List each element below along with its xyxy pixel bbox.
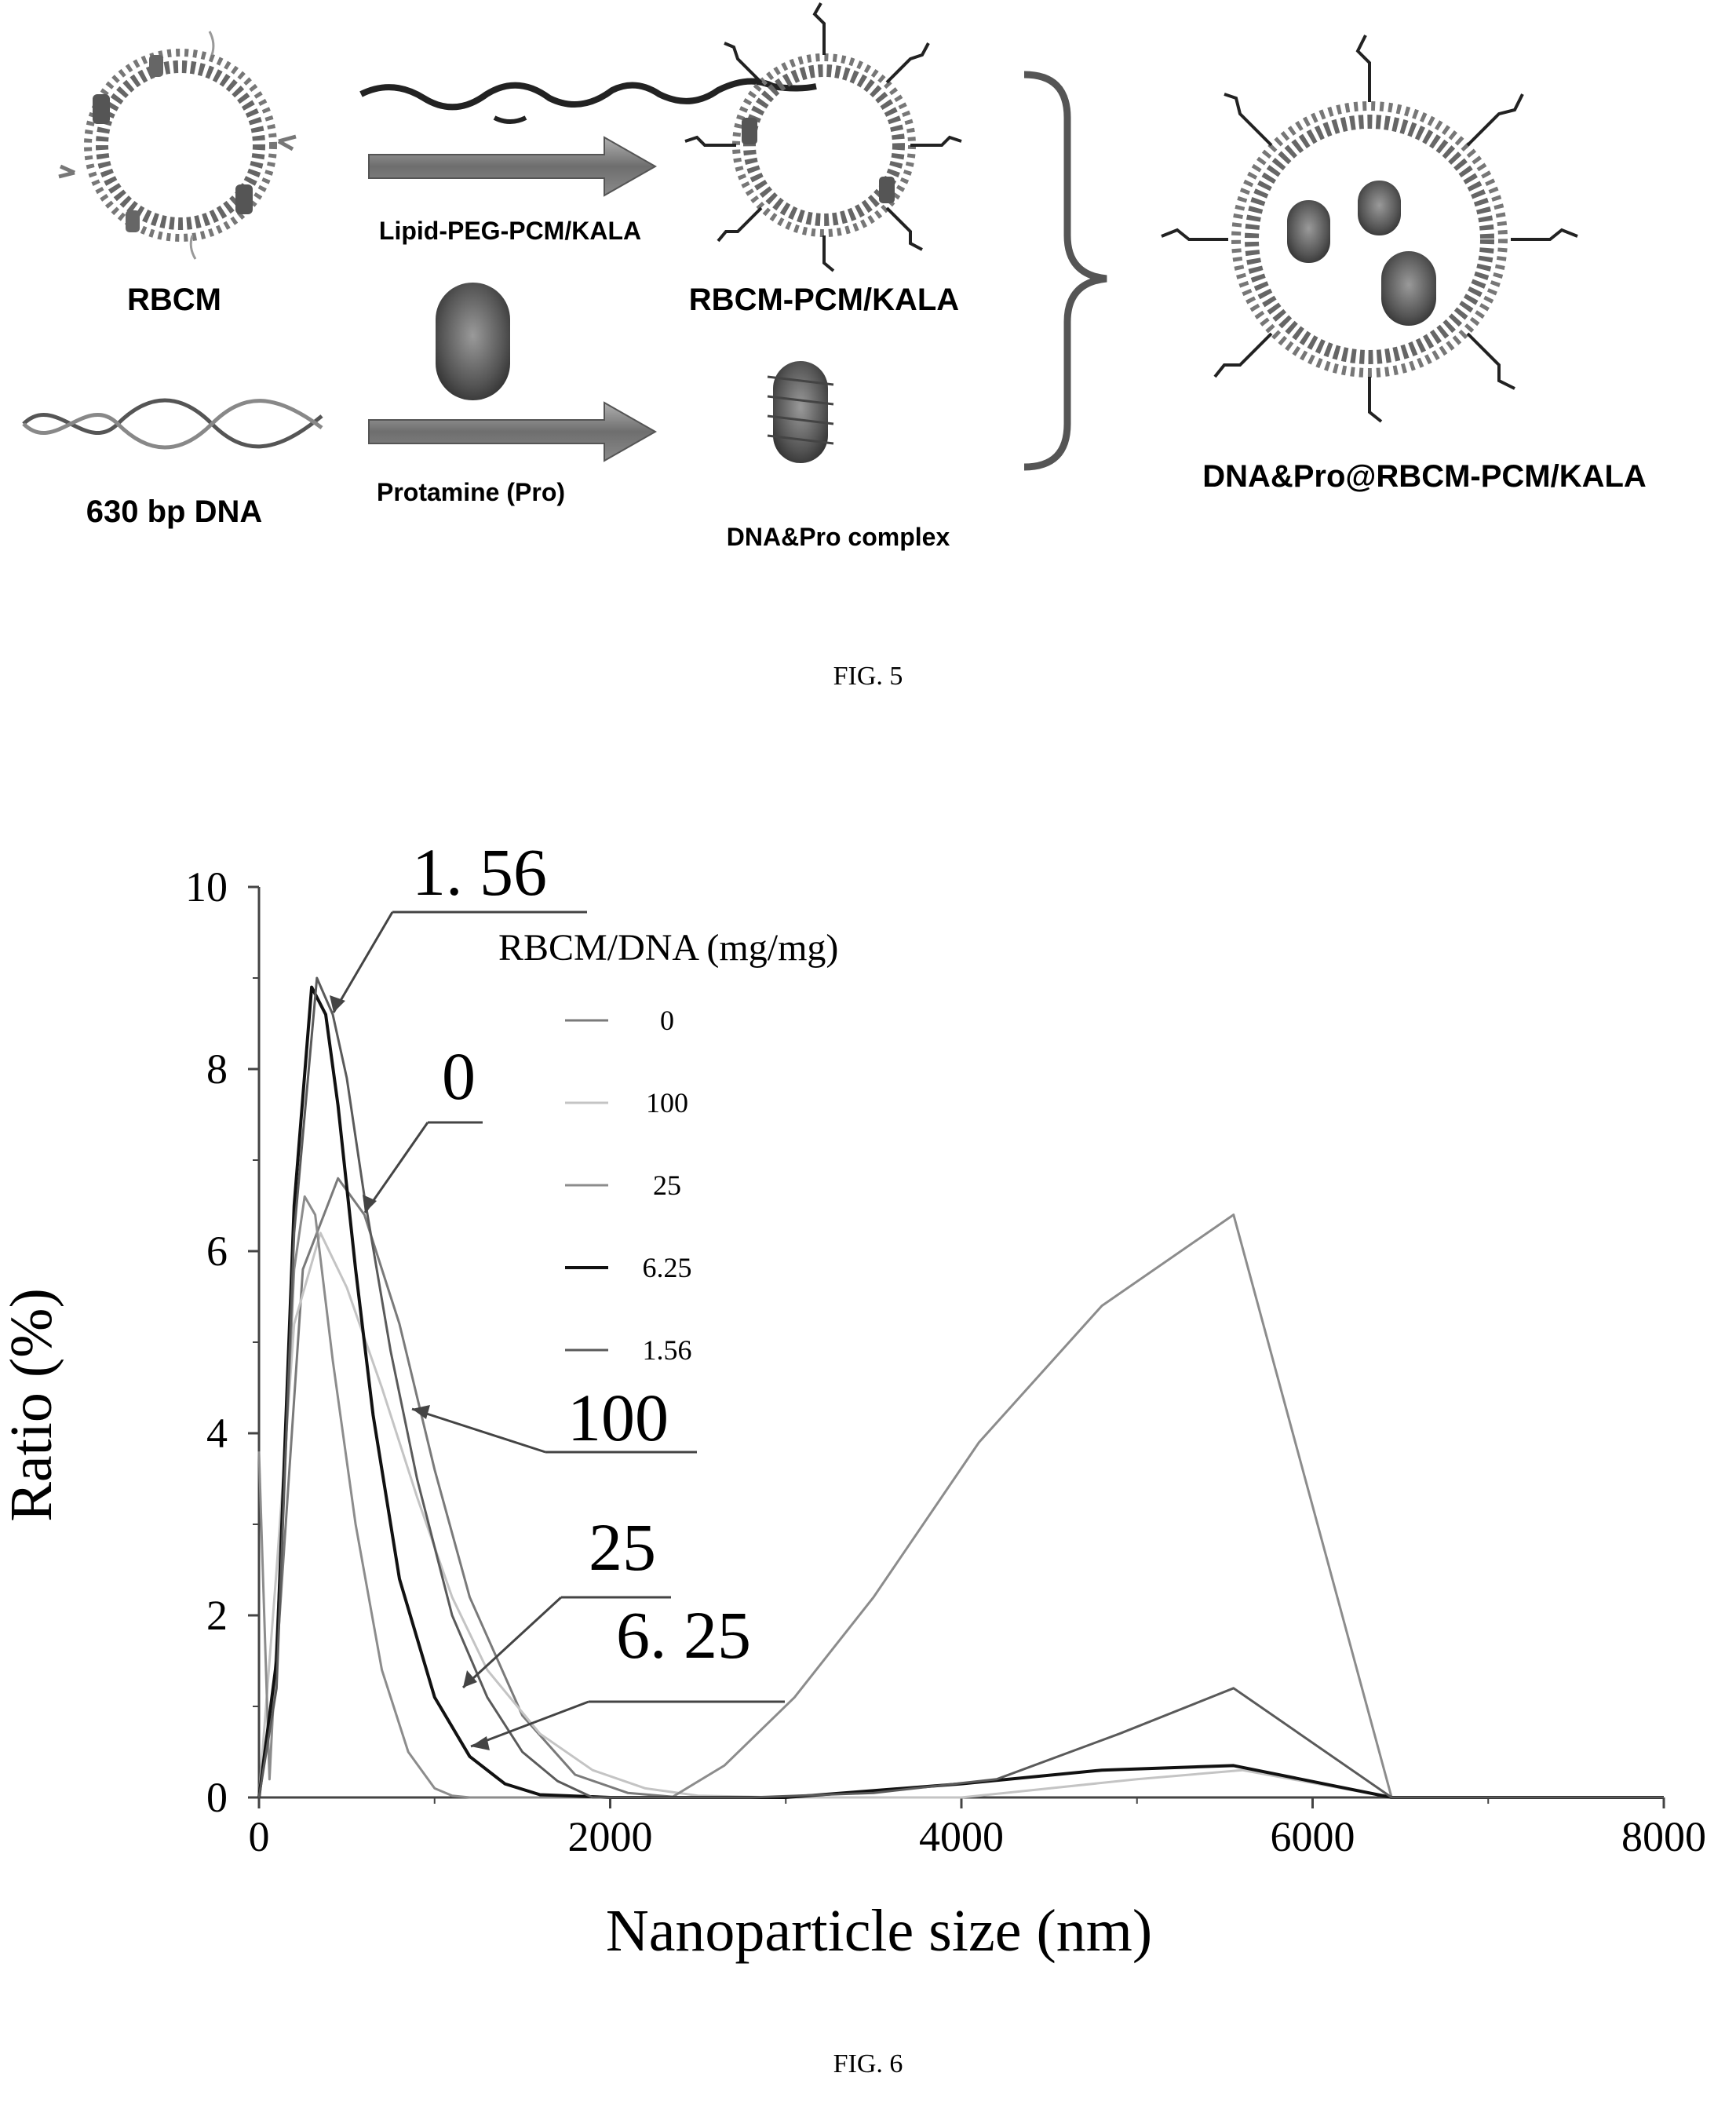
callout-6-25: 6. 25: [470, 1597, 785, 1750]
chart-axes: [248, 885, 1665, 1808]
fig5-scheme: RBCM Lipid-PEG-PCM/KALA RBCM-PCM/KALA 63…: [22, 2, 1647, 691]
callout-25-label: 25: [589, 1509, 656, 1585]
fig5-caption: FIG. 5: [833, 662, 903, 691]
label-final: DNA&Pro@RBCM-PCM/KALA: [1202, 459, 1647, 494]
callout-0-label: 0: [442, 1038, 476, 1114]
legend-label: 25: [653, 1170, 681, 1201]
label-lipid-peg: Lipid-PEG-PCM/KALA: [379, 217, 641, 245]
series-line-25: [257, 1195, 1664, 1799]
series-line-100: [257, 1232, 1664, 1799]
x-tick-label: 0: [249, 1813, 270, 1860]
legend-label: 6.25: [643, 1252, 692, 1283]
callout-6-25-label: 6. 25: [616, 1597, 751, 1673]
dna-pro-complex-icon: [767, 361, 834, 463]
y-axis-label: Ratio (%): [0, 1288, 64, 1522]
legend-title: RBCM/DNA (mg/mg): [498, 927, 838, 969]
y-tick-label: 4: [206, 1410, 228, 1457]
chart-tick-labels: 0 2000 4000 6000 8000 0 2 4 6 8 10: [185, 863, 1706, 1860]
final-nanoparticle-icon: [1161, 35, 1578, 423]
x-axis-label: Nanoparticle size (nm): [606, 1898, 1152, 1964]
series-line-6-25: [257, 985, 1664, 1799]
legend: 0 100 25 6.25 1.56: [565, 1005, 692, 1366]
callout-100: 100: [411, 1380, 697, 1455]
label-complex: DNA&Pro complex: [727, 523, 950, 551]
x-tick-label: 8000: [1621, 1813, 1706, 1860]
lipid-peg-tail-icon: [493, 115, 527, 124]
legend-label: 0: [660, 1005, 674, 1036]
curly-brace-icon: [1023, 71, 1107, 471]
y-tick-label: 0: [206, 1774, 228, 1821]
rbcm-vesicle-icon: [58, 31, 297, 260]
y-tick-label: 10: [185, 863, 228, 911]
chart-series: [257, 976, 1664, 1799]
callout-0: 0: [363, 1038, 483, 1213]
label-rbcm: RBCM: [127, 283, 221, 317]
series-line-0: [257, 1177, 681, 1799]
callout-1-56-label: 1. 56: [412, 834, 547, 910]
arrow-2-icon: [368, 401, 658, 462]
fig6-chart: 0 2000 4000 6000 8000 0 2 4 6 8 10 Ratio (%) Nanop…: [0, 834, 1706, 2078]
label-rbcm-pcm-kala: RBCM-PCM/KALA: [689, 283, 959, 317]
protamine-icon: [436, 283, 510, 400]
callout-100-label: 100: [567, 1380, 669, 1455]
y-tick-label: 6: [206, 1228, 228, 1275]
lipid-peg-strand-icon: [359, 78, 817, 111]
x-tick-label: 2000: [568, 1813, 653, 1860]
callout-1-56: 1. 56: [330, 834, 587, 1013]
callout-25: 25: [461, 1509, 671, 1689]
series-line-1-56: [257, 976, 1664, 1799]
y-tick-label: 2: [206, 1592, 228, 1639]
label-protamine: Protamine (Pro): [377, 478, 565, 506]
rbcm-pcm-kala-icon: [684, 2, 962, 272]
label-dna: 630 bp DNA: [86, 494, 263, 529]
dna-helix-icon: [22, 398, 323, 450]
x-tick-label: 4000: [919, 1813, 1004, 1860]
y-tick-label: 8: [206, 1046, 228, 1093]
x-tick-label: 6000: [1271, 1813, 1355, 1860]
legend-label: 100: [646, 1087, 688, 1119]
arrow-1-icon: [368, 136, 658, 197]
fig6-caption: FIG. 6: [833, 2049, 903, 2078]
legend-label: 1.56: [643, 1334, 692, 1366]
